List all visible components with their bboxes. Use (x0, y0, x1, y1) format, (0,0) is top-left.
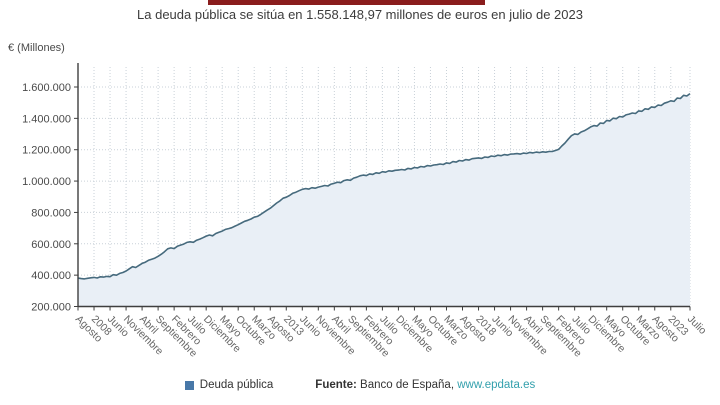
y-axis-label: 1.000.000 (22, 176, 71, 188)
y-axis-label: 1.200.000 (22, 145, 71, 157)
source-block: Fuente: Banco de España, www.epdata.es (315, 379, 535, 391)
source-label: Fuente: (315, 379, 357, 391)
legend-swatch-icon (184, 380, 194, 390)
x-axis-label: Julio (685, 313, 709, 337)
y-axis-label: 400.000 (31, 270, 71, 282)
y-axis-label: 200.000 (31, 302, 71, 314)
debt-area-fill (78, 93, 690, 307)
chart-legend: Deuda pública Fuente: Banco de España, w… (0, 379, 720, 391)
chart-subtitle: La deuda pública se sitúa en 1.558.148,9… (137, 7, 583, 22)
chart-area: € (Millones) 200.000 400.000 600.000 800.000… (0, 36, 720, 376)
legend-label: Deuda pública (199, 379, 274, 391)
source-text: Banco de España, (356, 379, 458, 391)
debt-line-series[interactable] (77, 92, 691, 280)
cropped-title-bar (208, 0, 485, 5)
y-axis-label: 600.000 (31, 239, 71, 251)
y-axis-unit-label: € (Millones) (8, 42, 65, 54)
debt-line-chart: € (Millones) 200.000 400.000 600.000 800.000… (8, 42, 709, 360)
source-link[interactable]: www.epdata.es (457, 379, 536, 391)
legend-item-deuda-publica[interactable]: Deuda pública (184, 379, 274, 391)
y-axis-label: 1.400.000 (22, 113, 71, 125)
y-axis-label: 1.600.000 (22, 82, 71, 94)
y-axis-label: 800.000 (31, 207, 71, 219)
